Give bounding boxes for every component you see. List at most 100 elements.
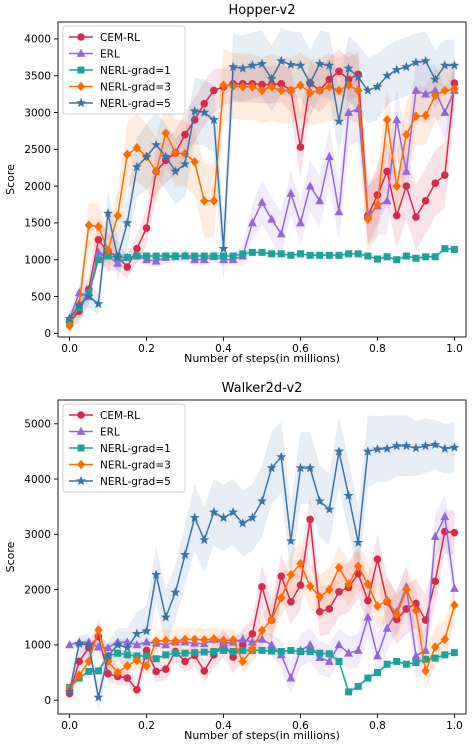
data-point <box>315 652 325 662</box>
data-point <box>391 64 402 75</box>
data-point <box>277 80 286 88</box>
data-point <box>114 649 122 657</box>
data-point <box>431 90 440 101</box>
data-point <box>363 579 373 589</box>
data-point <box>229 653 237 661</box>
data-point <box>334 562 344 573</box>
data-point <box>277 593 286 603</box>
data-point <box>238 641 247 649</box>
y-tick-label: 1000 <box>24 640 51 652</box>
x-tick-label: 0.8 <box>369 720 386 732</box>
data-point <box>335 588 343 596</box>
data-point <box>353 537 364 547</box>
legend-marker <box>76 97 86 108</box>
axes-frame <box>57 21 467 338</box>
data-point <box>112 639 123 650</box>
data-point <box>239 250 247 258</box>
data-point <box>141 625 152 636</box>
data-point <box>160 151 171 161</box>
data-point <box>65 321 74 331</box>
data-point <box>316 251 324 259</box>
data-point <box>161 128 170 138</box>
data-point <box>113 667 122 678</box>
data-point <box>94 642 103 651</box>
data-point <box>133 244 141 253</box>
data-point <box>181 649 189 657</box>
data-point <box>430 85 440 94</box>
data-point <box>257 495 267 506</box>
x-tick-label: 1.0 <box>446 343 463 355</box>
legend-label: NERL-grad=3 <box>100 460 171 472</box>
data-point <box>305 581 315 592</box>
data-point <box>228 81 238 91</box>
plot-area <box>64 415 460 709</box>
y-tick-label: 4000 <box>24 34 51 46</box>
data-point <box>391 440 402 451</box>
data-point <box>267 81 276 92</box>
data-point <box>430 74 441 84</box>
data-point <box>314 495 325 506</box>
legend-marker <box>76 81 86 92</box>
data-point <box>315 85 324 96</box>
data-point <box>345 688 353 696</box>
confidence-band <box>69 27 455 325</box>
data-point <box>287 597 295 606</box>
data-point <box>392 181 401 191</box>
data-point <box>450 583 459 592</box>
data-point <box>64 313 75 323</box>
data-point <box>104 252 112 260</box>
data-point <box>343 63 354 73</box>
data-point <box>354 561 363 572</box>
data-point <box>364 674 372 682</box>
data-point <box>295 60 306 70</box>
data-point <box>74 288 84 297</box>
data-point <box>74 670 84 681</box>
data-point <box>421 666 430 676</box>
data-point <box>258 248 266 256</box>
y-tick-label: 3000 <box>24 529 51 541</box>
data-point <box>277 85 286 96</box>
data-point <box>287 646 295 654</box>
data-point <box>353 72 364 82</box>
data-point <box>258 646 266 654</box>
data-point <box>229 648 237 656</box>
x-tick-label: 0.4 <box>215 343 232 355</box>
data-point <box>200 196 209 206</box>
legend-marker <box>77 411 85 419</box>
data-point <box>372 444 383 454</box>
data-point <box>210 252 218 260</box>
data-point <box>411 605 421 616</box>
chart-1: Hopper-v2 0.0 0.2 0.4 0.6 0.8 1.0 0 500 1000 1500 2… <box>4 3 467 365</box>
data-point <box>248 81 257 92</box>
data-point <box>277 648 285 656</box>
data-point <box>247 218 257 227</box>
data-point <box>305 77 316 88</box>
data-point <box>431 642 440 652</box>
data-point <box>151 256 161 265</box>
data-point <box>200 99 209 108</box>
legend-item: CEM-RL <box>69 410 140 422</box>
y-tick-label: 3500 <box>24 71 51 83</box>
data-point <box>237 63 248 73</box>
legend-item: NERL-grad=3 <box>69 82 171 94</box>
x-tick-label: 0.2 <box>138 720 155 732</box>
data-point <box>161 635 170 646</box>
data-point <box>334 207 344 216</box>
data-point <box>113 210 122 221</box>
data-point <box>267 214 277 223</box>
data-point <box>84 220 93 230</box>
data-point <box>325 650 333 658</box>
y-tick-label: 1500 <box>24 218 51 230</box>
data-point <box>344 107 354 116</box>
data-point <box>440 107 450 116</box>
data-point <box>160 612 171 622</box>
chart-title: Walker2d-v2 <box>222 381 303 396</box>
y-tick-label: 5000 <box>24 419 51 431</box>
data-point <box>439 443 450 453</box>
data-point <box>123 661 132 671</box>
data-point <box>151 166 161 177</box>
legend-label: ERL <box>100 49 120 61</box>
y-tick-label: 0 <box>44 328 51 340</box>
data-point <box>239 646 247 654</box>
data-point <box>402 660 410 668</box>
